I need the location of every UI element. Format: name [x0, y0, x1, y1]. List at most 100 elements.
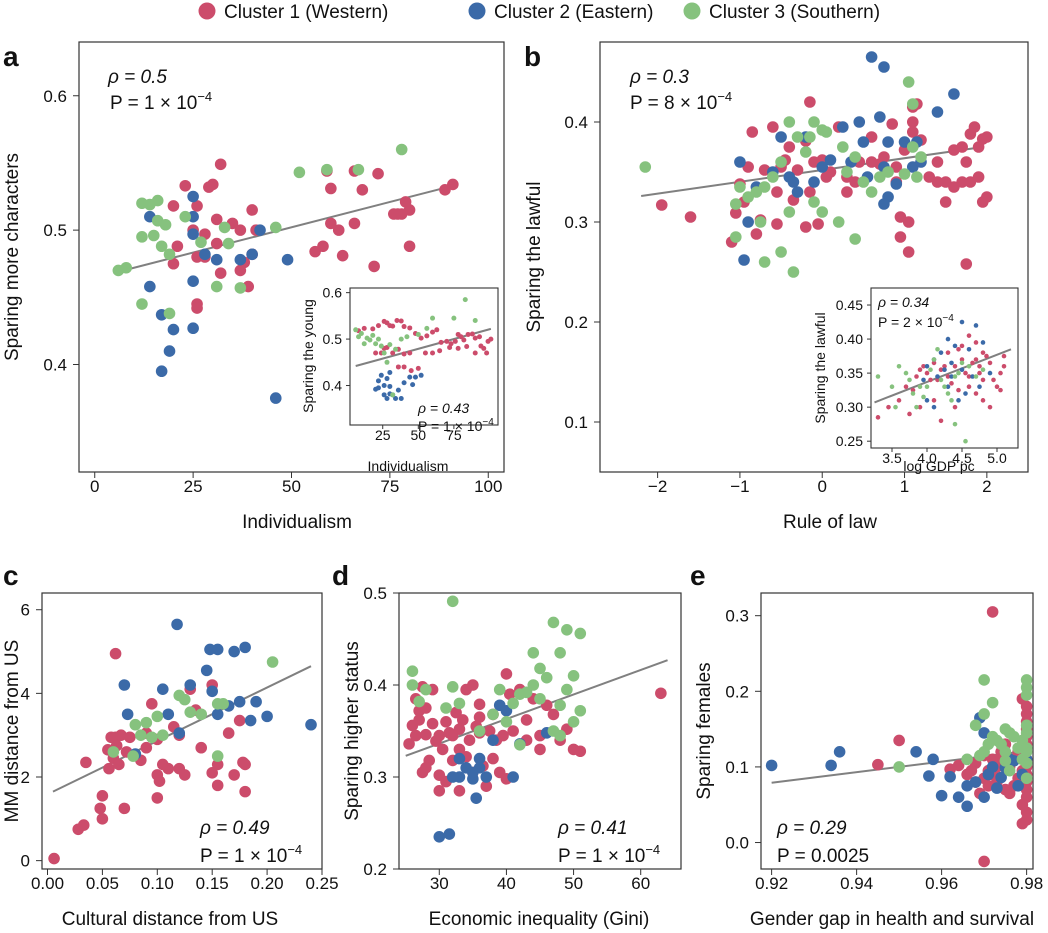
data-point: [931, 357, 937, 362]
data-point: [878, 198, 890, 210]
data-point: [980, 350, 986, 355]
data-point: [436, 743, 449, 756]
data-point: [974, 749, 986, 762]
rho-text: ρ = 0.3: [629, 67, 689, 88]
y-tick-label: 0.2: [564, 313, 588, 332]
data-point: [269, 392, 282, 404]
data-point: [837, 141, 849, 153]
data-point: [228, 645, 240, 658]
data-point: [952, 421, 958, 427]
data-point: [395, 387, 401, 393]
data-point: [218, 221, 231, 234]
y-axis-label: Sparing more characters: [2, 153, 23, 361]
data-point: [500, 668, 513, 680]
data-point: [799, 221, 812, 233]
data-point: [401, 324, 407, 330]
data-point: [325, 182, 337, 195]
data-point: [439, 184, 451, 196]
y-axis-label: Sparing the lawful: [812, 312, 828, 423]
p-exponent: −4: [197, 89, 212, 104]
data-point: [358, 331, 364, 337]
regression-line: [874, 348, 1012, 404]
data-point: [812, 218, 824, 230]
data-point: [433, 831, 446, 843]
data-point: [234, 224, 247, 236]
data-point: [980, 340, 986, 345]
data-point: [420, 728, 432, 741]
data-point: [561, 683, 573, 696]
panel-letter: c: [3, 560, 19, 591]
data-point: [882, 136, 894, 148]
y-tick-label: 0.6: [43, 87, 67, 106]
data-point: [959, 357, 965, 362]
data-point: [966, 363, 972, 369]
data-point: [412, 374, 418, 380]
data-point: [998, 370, 1003, 376]
series-3: [353, 297, 478, 398]
inset-plot-frame: [349, 287, 499, 426]
data-point: [767, 121, 779, 133]
data-point: [211, 698, 224, 710]
data-point: [973, 357, 979, 362]
x-tick-label: 75: [446, 427, 462, 443]
data-point: [1020, 689, 1033, 701]
data-point: [239, 785, 251, 798]
data-point: [921, 363, 926, 369]
data-point: [906, 116, 919, 128]
data-point: [353, 327, 359, 333]
data-point: [878, 151, 890, 163]
data-point: [923, 770, 935, 782]
data-point: [952, 759, 965, 772]
data-point: [103, 762, 115, 775]
legend-label: Cluster 2 (Eastern): [494, 2, 653, 23]
p-text: P = 8 × 10: [630, 93, 717, 114]
y-tick-label: 0.35: [836, 365, 863, 381]
data-point: [945, 374, 951, 379]
data-point: [875, 374, 881, 379]
data-point: [452, 338, 458, 344]
data-point: [999, 755, 1012, 767]
data-point: [390, 350, 396, 356]
data-point: [187, 275, 199, 287]
data-point: [959, 360, 965, 366]
data-point: [921, 377, 926, 383]
data-point: [945, 384, 951, 390]
data-point: [239, 641, 251, 654]
x-tick-label: 50: [411, 427, 427, 443]
data-point: [963, 438, 968, 444]
data-point: [791, 164, 804, 176]
data-point: [945, 350, 951, 355]
data-point: [463, 734, 476, 746]
data-point: [222, 237, 235, 250]
data-point: [378, 372, 384, 378]
data-point: [787, 266, 800, 278]
data-point: [910, 745, 922, 758]
data-point: [156, 729, 169, 741]
data-point: [734, 156, 746, 168]
data-point: [356, 184, 369, 196]
data-point: [878, 61, 890, 73]
data-point: [195, 708, 208, 721]
data-point: [906, 98, 919, 110]
data-point: [986, 606, 999, 618]
data-point: [200, 664, 213, 677]
data-point: [998, 387, 1003, 393]
rho-text: ρ = 0.49: [199, 818, 270, 839]
data-point: [233, 695, 246, 708]
data-point: [966, 374, 972, 379]
data-point: [453, 697, 466, 710]
data-point: [931, 156, 944, 168]
data-point: [167, 200, 180, 212]
x-tick-label: 3.5: [882, 450, 902, 466]
data-point: [381, 383, 387, 389]
data-point: [970, 360, 975, 366]
data-point: [969, 719, 982, 732]
rho-value: ρ = 0.34: [877, 294, 929, 310]
data-point: [914, 404, 919, 410]
p-value: P = 1 × 10−4: [558, 842, 660, 867]
data-point: [978, 708, 990, 720]
y-tick-label: 0.1: [564, 413, 588, 432]
data-point: [469, 331, 475, 337]
data-point: [488, 336, 494, 342]
data-point: [390, 323, 396, 329]
